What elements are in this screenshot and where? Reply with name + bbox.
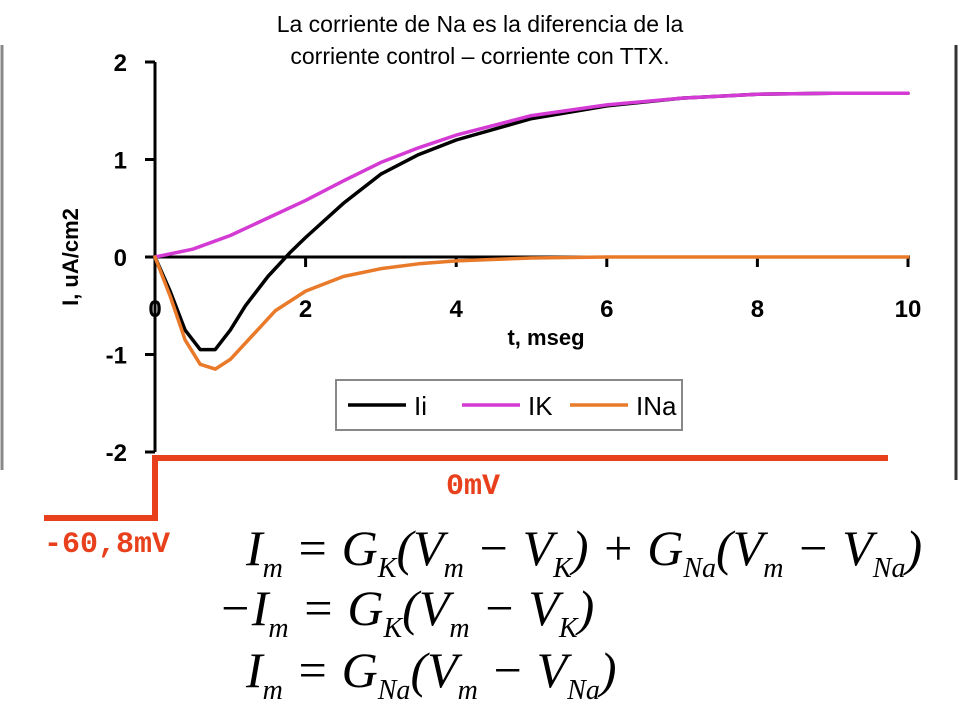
legend-label-ina: INa xyxy=(636,391,677,421)
slide-heading: La corriente de Na es la diferencia de l… xyxy=(140,8,820,72)
x-tick-label: 8 xyxy=(751,296,764,323)
x-tick-label: 2 xyxy=(299,296,312,323)
voltage-low-label: -60,8mV xyxy=(44,528,171,562)
legend-label-ii: Ii xyxy=(414,391,427,421)
x-tick-label: 10 xyxy=(895,296,922,323)
series-line-ii xyxy=(153,91,910,352)
legend: Ii IK INa xyxy=(335,379,683,431)
x-tick-label: 0 xyxy=(148,296,161,323)
y-tick-label: 1 xyxy=(114,148,127,175)
legend-label-ik: IK xyxy=(528,391,553,421)
y-axis-label: I, uA/cm2 xyxy=(58,208,83,306)
voltage-high-label: 0mV xyxy=(446,470,501,504)
y-tick-label: -1 xyxy=(106,343,127,370)
equation-total-current: Im = GK(Vm − VK) + GNa(Vm − VNa) xyxy=(246,520,923,584)
heading-line-2: corriente control – corriente con TTX. xyxy=(290,43,670,69)
series-line-ik xyxy=(153,91,910,259)
y-tick-label: 0 xyxy=(114,245,127,272)
equation-sodium-current: Im = GNa(Vm − VNa) xyxy=(246,642,617,706)
series-line-ina xyxy=(153,255,910,371)
y-tick-label: 2 xyxy=(114,50,127,77)
x-tick-label: 6 xyxy=(600,296,613,323)
y-tick-label: -2 xyxy=(106,440,127,467)
x-axis-label: t, mseg xyxy=(507,325,584,350)
x-tick-label: 4 xyxy=(450,296,464,323)
equation-potassium-current: −Im = GK(Vm − VK) xyxy=(218,580,595,644)
voltage-step-trace xyxy=(44,455,888,521)
heading-line-1: La corriente de Na es la diferencia de l… xyxy=(276,11,684,37)
